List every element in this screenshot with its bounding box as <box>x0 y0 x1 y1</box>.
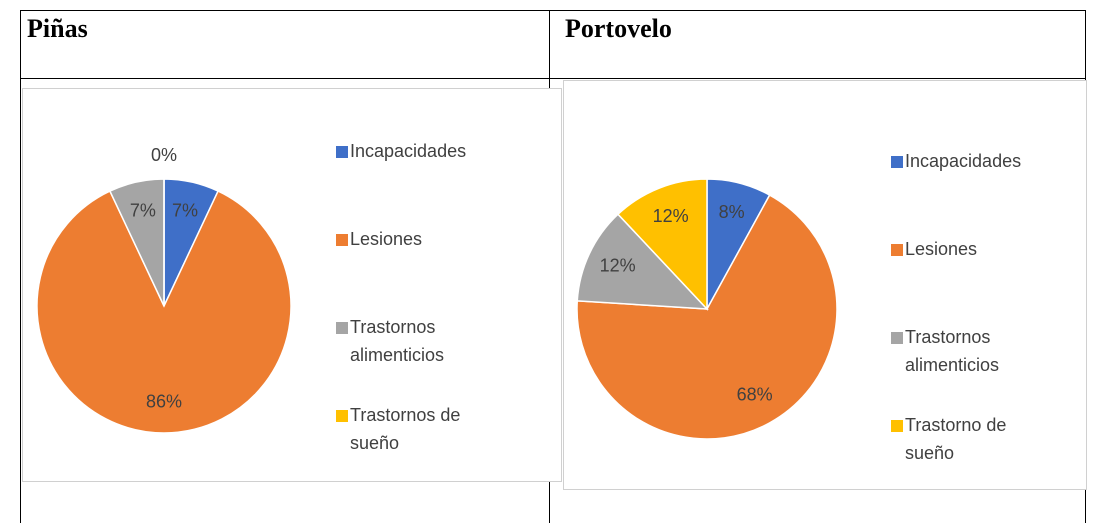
legend-swatch <box>891 156 903 168</box>
data-label: 7% <box>172 201 198 221</box>
pie-slice <box>576 213 709 310</box>
data-label: 68% <box>737 384 773 404</box>
data-label: 8% <box>719 202 745 222</box>
pie: 8% 68% 12% 12% <box>576 178 838 440</box>
legend-label: Trastornos de sueño <box>350 405 461 453</box>
legend-swatch <box>336 410 348 422</box>
legend-swatch <box>336 146 348 158</box>
column-header: Portovelo <box>565 14 672 43</box>
data-label: 0% <box>151 145 177 165</box>
legend-label: Trastornos alimenticios <box>905 327 1000 375</box>
legend-swatch <box>891 244 903 256</box>
table-border <box>20 10 1086 11</box>
legend-label: Trastorno de sueño <box>905 415 1007 463</box>
chart: 7% 86% 7% 0% Incapacidades Lesiones Trastornos… <box>22 88 562 482</box>
pie-slice <box>576 194 838 440</box>
data-label: 12% <box>653 206 689 226</box>
pie-slice <box>616 178 708 311</box>
legend-label: Incapacidades <box>905 151 1022 171</box>
legend-label: Lesiones <box>905 239 978 259</box>
data-label: 86% <box>146 391 182 411</box>
legend-label: Trastornos alimenticios <box>350 317 445 365</box>
table-border <box>20 78 1086 79</box>
legend-label: Incapacidades <box>350 141 467 161</box>
legend-swatch <box>336 322 348 334</box>
data-label: 7% <box>130 201 156 221</box>
data-label: 12% <box>600 256 636 276</box>
column-header: Piñas <box>27 14 88 43</box>
pie-slice <box>36 190 292 434</box>
legend-swatch <box>891 420 903 432</box>
chart: 8% 68% 12% 12% Incapacidades Lesiones Trastorn… <box>563 80 1087 490</box>
pie: 7% 86% 7% 0% <box>36 145 292 434</box>
table-border <box>20 10 21 523</box>
legend-swatch <box>336 234 348 246</box>
legend-label: Lesiones <box>350 229 423 249</box>
legend-swatch <box>891 332 903 344</box>
